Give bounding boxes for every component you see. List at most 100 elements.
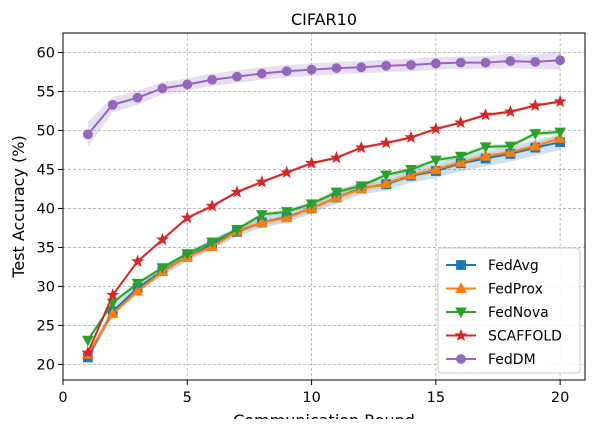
data-point — [354, 140, 368, 154]
data-point — [381, 60, 392, 71]
data-point — [180, 211, 194, 224]
data-point — [529, 139, 542, 151]
x-tick-label: 15 — [427, 390, 445, 406]
series-lines — [81, 55, 567, 363]
data-point — [454, 115, 468, 129]
legend-marker — [456, 354, 466, 364]
data-point — [206, 237, 218, 249]
data-point — [107, 99, 118, 110]
data-point — [131, 254, 145, 267]
legend-marker — [455, 282, 467, 293]
data-point — [255, 175, 269, 188]
legend-item-fednova: FedNova — [446, 305, 549, 321]
y-tick-label: 50 — [37, 123, 55, 139]
data-point — [131, 278, 144, 290]
series-line — [87, 137, 561, 355]
data-point — [231, 225, 243, 236]
x-tick-label: 5 — [183, 390, 192, 406]
y-tick-label: 35 — [37, 240, 55, 256]
data-point — [132, 92, 143, 103]
x-axis-title: Communication Round — [233, 411, 415, 419]
data-point — [429, 122, 443, 135]
legend-label: FedDM — [488, 352, 536, 368]
data-point — [530, 56, 541, 67]
confidence-band-feddm — [87, 50, 561, 147]
series-feddm — [82, 55, 566, 140]
data-point — [329, 150, 343, 164]
data-point — [430, 163, 442, 174]
data-point — [379, 136, 393, 149]
legend-item-feddm: FedDM — [446, 352, 536, 368]
data-point — [356, 62, 367, 73]
data-point — [380, 177, 392, 188]
data-point — [479, 108, 493, 121]
data-point — [553, 94, 567, 108]
legend-item-scaffold: SCAFFOLD — [446, 329, 562, 345]
data-point — [256, 210, 268, 221]
legend-marker — [454, 328, 468, 341]
data-point — [232, 71, 242, 82]
data-point — [182, 79, 193, 90]
data-point — [555, 55, 566, 66]
data-point — [479, 142, 492, 154]
data-point — [256, 68, 267, 79]
data-point — [454, 151, 467, 163]
data-point — [455, 57, 466, 68]
data-point — [280, 165, 294, 179]
data-point — [256, 216, 268, 227]
data-point — [528, 98, 542, 111]
series-scaffold — [81, 94, 567, 359]
series-fednova — [82, 127, 566, 347]
data-point — [230, 185, 244, 198]
axis-ticks: 0 5 10 15 20 20 25 30 35 40 45 50 55 60 — [37, 45, 570, 406]
data-point — [106, 288, 120, 301]
data-point — [280, 207, 293, 218]
x-tick-label: 0 — [58, 390, 67, 406]
data-point — [81, 345, 95, 359]
data-point — [380, 170, 392, 182]
legend-marker — [456, 260, 466, 270]
data-point — [205, 199, 219, 212]
data-point — [181, 249, 194, 260]
data-point — [430, 58, 441, 69]
data-point — [305, 199, 318, 211]
data-point — [554, 127, 566, 139]
data-point — [82, 335, 94, 347]
legend: FedAvg FedProx FedNova SCAFFOLD FedDM — [437, 247, 581, 374]
y-tick-label: 30 — [37, 279, 55, 295]
data-point — [404, 130, 418, 143]
data-point — [157, 83, 168, 94]
y-axis-title: Test Accuracy (%) — [9, 135, 28, 278]
x-tick-label: 10 — [302, 390, 320, 406]
y-tick-label: 45 — [37, 162, 55, 178]
data-point — [305, 156, 319, 169]
data-point — [156, 263, 169, 274]
y-tick-label: 25 — [37, 318, 55, 334]
y-tick-label: 40 — [37, 201, 55, 217]
data-point — [480, 57, 491, 68]
data-point — [106, 307, 119, 319]
data-point — [503, 104, 517, 118]
data-point — [505, 56, 516, 66]
data-point — [331, 63, 342, 73]
y-tick-label: 20 — [37, 357, 55, 373]
data-point — [131, 284, 144, 296]
data-point — [155, 232, 169, 246]
data-point — [306, 64, 317, 75]
data-point — [355, 181, 368, 193]
data-point — [207, 74, 218, 85]
data-point — [479, 149, 492, 161]
data-point — [430, 155, 442, 167]
data-point — [406, 60, 416, 70]
legend-label: FedAvg — [488, 258, 539, 274]
series-line — [86, 100, 561, 354]
x-tick-label: 20 — [551, 390, 569, 406]
data-point — [405, 165, 417, 176]
legend-marker — [455, 307, 467, 319]
legend-item-fedprox: FedProx — [446, 282, 543, 298]
legend-label: SCAFFOLD — [488, 329, 562, 345]
legend-box — [437, 247, 581, 374]
legend-label: FedNova — [488, 305, 549, 321]
data-point — [82, 129, 93, 140]
